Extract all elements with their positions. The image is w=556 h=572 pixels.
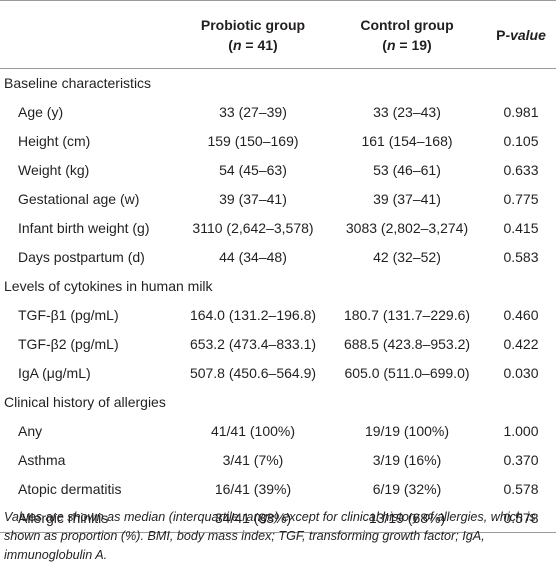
- data-row: Allergic rhinitis 34/41 (83%) 13/19 (68%) 0…: [0, 503, 556, 533]
- header-subtitle: (n = 41): [179, 35, 327, 55]
- header-cell: Probiotic group (n = 41): [178, 0, 328, 69]
- cell: 0.415: [503, 220, 539, 236]
- cell: 34/41 (83%): [178, 503, 328, 533]
- data-row: Atopic dermatitis 16/41 (39%) 6/19 (32%) 0.…: [0, 475, 556, 504]
- header-text: = 19): [395, 36, 432, 53]
- table-body: Baseline characteristics Age (y) 33 (27–39…: [0, 69, 556, 533]
- cell: 3083 (2,802–3,274): [345, 220, 469, 236]
- cell: 42 (32–52): [373, 249, 441, 265]
- cell: 0.105: [503, 133, 539, 149]
- data-row: IgA (μg/mL) 507.8 (450.6–564.9) 605.0 (511…: [0, 359, 556, 388]
- cell: 3/41 (7%): [222, 452, 284, 468]
- header-row: Probiotic group (n = 41) Control group (n =…: [0, 0, 556, 69]
- header-text: (: [228, 36, 233, 53]
- table-header: Probiotic group (n = 41) Control group (n =…: [0, 0, 556, 69]
- cell: 0.981: [503, 104, 539, 120]
- cell: 39 (37–41): [373, 191, 441, 207]
- header-text: P: [496, 26, 506, 43]
- data-row: Asthma 3/41 (7%) 3/19 (16%) 0.370: [0, 446, 556, 475]
- cell: 19/19 (100%): [364, 423, 450, 439]
- cell: 180.7 (131.7–229.6): [343, 307, 471, 323]
- data-row: Days postpartum (d) 44 (34–48) 42 (32–52) 0…: [0, 243, 556, 272]
- section-row: Clinical history of allergies: [0, 388, 556, 417]
- row-label: TGF-β2 (pg/mL): [18, 336, 119, 352]
- cell: 33 (27–39): [219, 104, 287, 120]
- section-title: Baseline characteristics: [4, 75, 152, 92]
- header-subtitle: (n = 19): [329, 35, 485, 55]
- cell: 0.370: [503, 452, 539, 468]
- header-text: (: [382, 36, 387, 53]
- row-label: Infant birth weight (g): [18, 220, 150, 236]
- cell: 39 (37–41): [219, 191, 287, 207]
- row-label: IgA (μg/mL): [18, 365, 91, 381]
- data-row: Weight (kg) 54 (45–63) 53 (46–61) 0.633: [0, 156, 556, 185]
- row-label: Height (cm): [18, 133, 91, 149]
- cell: 3/19 (16%): [372, 452, 442, 468]
- header-text: n: [232, 36, 242, 53]
- cell: 0.775: [503, 191, 539, 207]
- cell: 54 (45–63): [219, 162, 287, 178]
- data-row: Height (cm) 159 (150–169) 161 (154–168) 0.1…: [0, 127, 556, 156]
- cell: 0.578: [486, 503, 556, 533]
- data-row: Any 41/41 (100%) 19/19 (100%) 1.000: [0, 417, 556, 446]
- cell: 6/19 (32%): [372, 481, 442, 497]
- row-label: Weight (kg): [18, 162, 90, 178]
- cell: 3110 (2,642–3,578): [192, 220, 314, 236]
- cell: 0.583: [503, 249, 539, 265]
- header-text: = 41): [241, 36, 278, 53]
- cell: 688.5 (423.8–953.2): [343, 336, 471, 352]
- row-label: Any: [18, 423, 43, 439]
- cell: 159 (150–169): [207, 133, 299, 149]
- cell: 41/41 (100%): [210, 423, 296, 439]
- data-table: Probiotic group (n = 41) Control group (n =…: [0, 0, 556, 533]
- cell: 0.460: [503, 307, 539, 323]
- header-title: Control group: [360, 16, 454, 33]
- data-row: TGF-β1 (pg/mL) 164.0 (131.2–196.8) 180.7 (…: [0, 301, 556, 330]
- section-row: Levels of cytokines in human milk: [0, 272, 556, 301]
- footnote: Values are shown as median (interquartil…: [4, 510, 536, 562]
- data-row: Gestational age (w) 39 (37–41) 39 (37–41) 0…: [0, 185, 556, 214]
- section-title: Clinical history of allergies: [4, 394, 166, 410]
- header-cell: Control group (n = 19): [328, 0, 486, 69]
- section-title: Levels of cytokines in human milk: [4, 278, 213, 294]
- row-label: Atopic dermatitis: [18, 481, 122, 497]
- header-cell: P-value: [486, 0, 556, 69]
- header-cell: [0, 0, 178, 69]
- row-label: Days postpartum (d): [18, 249, 145, 265]
- cell: 161 (154–168): [361, 133, 453, 149]
- cell: 653.2 (473.4–833.1): [189, 336, 317, 352]
- row-label: Age (y): [18, 104, 64, 120]
- cell: 44 (34–48): [219, 249, 287, 265]
- row-label: Asthma: [18, 452, 66, 468]
- cell: 507.8 (450.6–564.9): [189, 365, 317, 381]
- header-text: -value: [505, 26, 546, 43]
- cell: 0.633: [503, 162, 539, 178]
- cell: 33 (23–43): [373, 104, 441, 120]
- cell: 605.0 (511.0–699.0): [344, 365, 470, 381]
- cell: 0.578: [503, 481, 539, 497]
- cell: 13/19 (68%): [328, 503, 486, 533]
- cell: 0.422: [503, 336, 539, 352]
- data-row: Age (y) 33 (27–39) 33 (23–43) 0.981: [0, 98, 556, 127]
- row-label: Allergic rhinitis: [0, 503, 178, 533]
- header-text: n: [386, 36, 396, 53]
- section-row: Baseline characteristics: [0, 69, 556, 98]
- cell: 0.030: [503, 365, 539, 381]
- row-label: TGF-β1 (pg/mL): [18, 307, 119, 323]
- cell: 164.0 (131.2–196.8): [189, 307, 317, 323]
- row-label: Gestational age (w): [18, 191, 140, 207]
- cell: 16/41 (39%): [214, 481, 292, 497]
- data-row: Infant birth weight (g) 3110 (2,642–3,578…: [0, 214, 556, 243]
- cell: 53 (46–61): [373, 162, 441, 178]
- data-row: TGF-β2 (pg/mL) 653.2 (473.4–833.1) 688.5 (…: [0, 330, 556, 359]
- header-title: Probiotic group: [200, 16, 306, 33]
- cell: 1.000: [503, 423, 539, 439]
